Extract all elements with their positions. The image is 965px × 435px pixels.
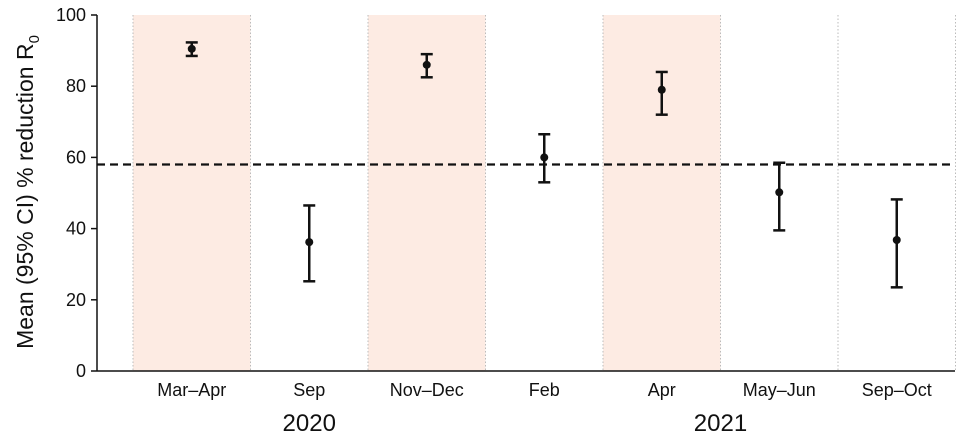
x-tick-label-6: Sep–Oct (862, 380, 932, 400)
point-2 (422, 60, 431, 69)
x-tick-label-4: Apr (648, 380, 676, 400)
x-tick-label-0: Mar–Apr (157, 380, 226, 400)
x-tick-label-5: May–Jun (743, 380, 816, 400)
y-tick-label-20: 20 (66, 290, 86, 310)
x-tick-label-2: Nov–Dec (390, 380, 464, 400)
y-tick-label-80: 80 (66, 76, 86, 96)
shade-0 (133, 15, 251, 371)
y-tick-label-40: 40 (66, 219, 86, 239)
period-separators (132, 15, 956, 371)
x-tick-label-1: Sep (293, 380, 325, 400)
point-4 (657, 85, 666, 94)
point-1 (305, 238, 314, 247)
axis-text: Mean (95% CI) % reduction R0 02040608010… (12, 5, 932, 435)
shade-4 (603, 15, 721, 371)
axes (91, 14, 955, 372)
point-6 (892, 235, 901, 244)
year-label-2020: 2020 (283, 410, 336, 435)
point-5 (775, 188, 784, 197)
point-3 (540, 153, 549, 162)
y-axis-label-subscript: 0 (26, 35, 43, 43)
x-tick-label-3: Feb (529, 380, 560, 400)
y-axis-label-main: Mean (95% CI) % reduction R (12, 43, 38, 349)
point-0 (187, 44, 196, 53)
year-label-2021: 2021 (694, 410, 747, 435)
y-tick-label-100: 100 (56, 5, 86, 25)
data-marks (185, 41, 903, 289)
y-axis-label: Mean (95% CI) % reduction R0 (12, 35, 43, 349)
y-tick-label-0: 0 (76, 361, 86, 381)
y-tick-label-60: 60 (66, 147, 86, 167)
